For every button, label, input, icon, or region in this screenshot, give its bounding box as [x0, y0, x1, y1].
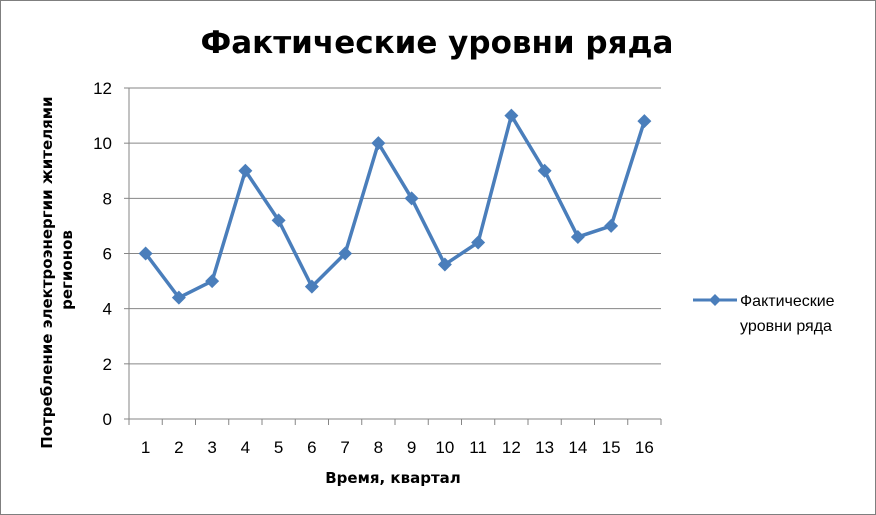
x-axis-title: Время, квартал — [325, 469, 461, 487]
legend-label-line-1: Фактические — [740, 293, 835, 310]
y-axis-title: Потребление электроэнергии жителями реги… — [38, 91, 76, 449]
data-point-marker — [338, 246, 353, 261]
y-axis-ticks: 0 2 4 6 8 10 12 — [93, 79, 129, 429]
data-point-marker — [570, 229, 585, 244]
x-tick-label: 11 — [469, 438, 487, 457]
y-tick-label: 6 — [103, 245, 112, 264]
x-tick-label: 2 — [174, 438, 183, 457]
y-tick-label: 4 — [103, 300, 112, 319]
legend-label-line-2: уровни ряда — [740, 318, 832, 335]
legend-marker-diamond — [709, 294, 721, 306]
y-tick-label: 12 — [93, 79, 112, 98]
data-point-marker — [171, 290, 186, 305]
x-tick-label: 15 — [602, 438, 621, 457]
x-tick-label: 1 — [141, 438, 150, 457]
data-point-marker — [504, 108, 519, 123]
data-point-marker — [404, 191, 419, 206]
data-point-marker — [437, 257, 452, 272]
data-point-marker — [604, 218, 619, 233]
x-tick-label: 5 — [274, 438, 283, 457]
data-point-marker — [138, 246, 153, 261]
series-line — [144, 113, 647, 300]
y-tick-label: 10 — [93, 134, 112, 153]
x-tick-label: 8 — [374, 438, 383, 457]
data-point-marker — [637, 114, 652, 129]
y-tick-label: 0 — [103, 410, 112, 429]
y-tick-label: 8 — [103, 189, 112, 208]
legend: Фактические уровни ряда — [693, 293, 835, 335]
data-point-marker — [205, 274, 220, 289]
x-tick-label: 16 — [635, 438, 654, 457]
data-point-marker — [304, 279, 319, 294]
x-tick-label: 7 — [340, 438, 349, 457]
data-point-marker — [371, 136, 386, 151]
chart-title: Фактические уровни ряда — [201, 25, 674, 61]
x-tick-label: 13 — [535, 438, 554, 457]
x-tick-label: 14 — [568, 438, 587, 457]
y-axis-title-line-1: Потребление электроэнергии жителями — [38, 96, 56, 448]
x-tick-label: 12 — [502, 438, 521, 457]
x-axis-ticks: 1 2 3 4 5 6 7 8 9 10 11 12 13 14 15 16 — [128, 419, 662, 457]
x-tick-label: 10 — [435, 438, 454, 457]
x-tick-label: 3 — [207, 438, 216, 457]
series-layer — [138, 108, 652, 305]
x-tick-label: 6 — [307, 438, 316, 457]
gridlines — [129, 87, 661, 365]
data-point-marker — [271, 213, 286, 228]
x-tick-label: 4 — [241, 438, 250, 457]
data-point-marker — [471, 235, 486, 250]
x-tick-label: 9 — [407, 438, 416, 457]
y-axis-title-line-2: регионов — [58, 230, 76, 310]
data-point-marker — [238, 163, 253, 178]
y-tick-label: 2 — [103, 355, 112, 374]
data-point-marker — [537, 163, 552, 178]
